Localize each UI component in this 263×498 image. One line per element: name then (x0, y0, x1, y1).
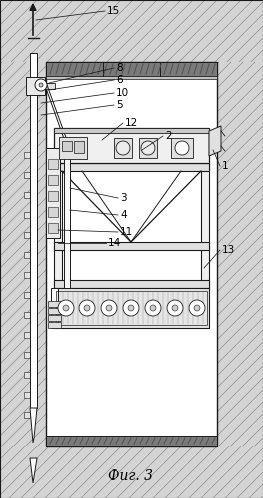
Text: 8: 8 (116, 63, 123, 73)
Bar (0, 62, 46, 446)
Bar (48, 207, 58, 217)
Text: 4: 4 (120, 210, 127, 220)
Bar (24, 192, 30, 198)
Circle shape (39, 83, 43, 87)
Bar (24, 312, 30, 318)
Text: 3: 3 (120, 193, 127, 203)
Text: 15: 15 (107, 6, 120, 16)
Bar (48, 301, 61, 307)
Bar (46, 62, 217, 446)
Bar (24, 152, 30, 158)
Bar (0, 446, 263, 498)
Bar (48, 308, 61, 314)
Bar (48, 322, 61, 328)
Bar (46, 436, 217, 446)
Bar (74, 141, 84, 153)
Circle shape (141, 141, 155, 155)
Circle shape (58, 300, 74, 316)
Bar (24, 272, 30, 278)
Circle shape (123, 300, 139, 316)
Bar (59, 137, 87, 159)
Circle shape (63, 305, 69, 311)
Text: 14: 14 (108, 238, 121, 248)
Text: 6: 6 (116, 75, 123, 85)
Bar (201, 163, 209, 288)
Circle shape (145, 300, 161, 316)
Text: 13: 13 (222, 245, 235, 255)
Bar (54, 280, 209, 288)
Bar (24, 292, 30, 298)
Circle shape (175, 141, 189, 155)
Bar (26, 77, 45, 95)
Circle shape (189, 300, 205, 316)
Circle shape (106, 305, 112, 311)
Bar (46, 148, 60, 238)
Bar (24, 212, 30, 218)
Bar (24, 172, 30, 178)
Bar (54, 163, 62, 288)
Bar (48, 223, 58, 233)
Bar (24, 232, 30, 238)
Circle shape (150, 305, 156, 311)
Bar (30, 53, 37, 408)
Polygon shape (209, 126, 221, 156)
Bar (54, 128, 209, 133)
Circle shape (101, 300, 117, 316)
Bar (54, 242, 209, 250)
Bar (24, 412, 30, 418)
Circle shape (167, 300, 183, 316)
Circle shape (194, 305, 200, 311)
Text: 11: 11 (120, 227, 133, 237)
Bar (24, 392, 30, 398)
Text: 5: 5 (116, 100, 123, 110)
Text: 2: 2 (165, 131, 172, 141)
Bar (64, 158, 70, 288)
Bar (114, 138, 132, 158)
Circle shape (79, 300, 95, 316)
Bar (54, 163, 209, 171)
Circle shape (116, 141, 130, 155)
Bar (54, 128, 209, 163)
Text: 1: 1 (222, 161, 229, 171)
Circle shape (128, 305, 134, 311)
Bar (48, 175, 58, 185)
Bar (139, 138, 157, 158)
Circle shape (84, 305, 90, 311)
Text: Фиг. 3: Фиг. 3 (109, 469, 154, 483)
Bar (24, 372, 30, 378)
Polygon shape (30, 408, 37, 443)
Circle shape (172, 305, 178, 311)
Bar (56, 291, 207, 325)
Bar (171, 138, 193, 158)
Bar (24, 332, 30, 338)
Bar (46, 62, 217, 76)
Bar (217, 62, 263, 446)
Bar (0, 0, 263, 62)
Bar (24, 252, 30, 258)
Bar (54, 288, 209, 328)
Bar (37, 83, 55, 89)
Circle shape (35, 79, 47, 91)
Bar (62, 141, 72, 151)
Bar (48, 159, 58, 169)
Bar (51, 288, 58, 328)
Bar (48, 191, 58, 201)
Polygon shape (30, 458, 37, 483)
Text: 10: 10 (116, 88, 129, 98)
Text: 12: 12 (125, 118, 138, 128)
Bar (46, 76, 217, 79)
Bar (24, 352, 30, 358)
Bar (48, 315, 61, 321)
